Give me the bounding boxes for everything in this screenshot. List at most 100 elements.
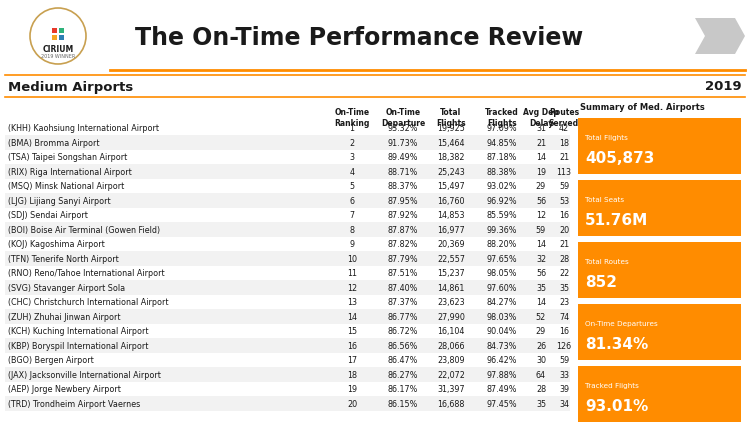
FancyBboxPatch shape — [5, 353, 570, 367]
Text: 91.73%: 91.73% — [388, 139, 418, 148]
FancyBboxPatch shape — [5, 135, 570, 150]
Text: 19: 19 — [347, 385, 357, 394]
Text: 3: 3 — [350, 153, 355, 162]
Text: 20: 20 — [347, 400, 357, 409]
Text: 16: 16 — [559, 211, 569, 220]
Text: 87.95%: 87.95% — [388, 197, 418, 206]
Text: 84.27%: 84.27% — [487, 298, 518, 307]
Text: 28: 28 — [559, 255, 569, 264]
Text: Tracked Flights: Tracked Flights — [585, 383, 639, 389]
Text: (KCH) Kuching International Airport: (KCH) Kuching International Airport — [8, 327, 148, 336]
Text: 18: 18 — [347, 371, 357, 380]
Text: 87.37%: 87.37% — [388, 298, 418, 307]
FancyBboxPatch shape — [5, 338, 570, 353]
Text: 14,861: 14,861 — [437, 284, 465, 293]
Text: (ZUH) Zhuhai Jinwan Airport: (ZUH) Zhuhai Jinwan Airport — [8, 313, 121, 322]
FancyBboxPatch shape — [59, 35, 64, 40]
Text: 87.82%: 87.82% — [388, 240, 418, 249]
FancyBboxPatch shape — [5, 179, 570, 193]
Text: 19,925: 19,925 — [437, 124, 465, 133]
FancyBboxPatch shape — [578, 366, 741, 422]
Text: On-Time
Departure: On-Time Departure — [381, 108, 425, 128]
FancyBboxPatch shape — [5, 150, 570, 164]
Text: 87.49%: 87.49% — [487, 385, 518, 394]
Text: 97.45%: 97.45% — [487, 400, 518, 409]
Text: (KOJ) Kagoshima Airport: (KOJ) Kagoshima Airport — [8, 240, 105, 249]
Text: 21: 21 — [536, 139, 546, 148]
Text: 19: 19 — [536, 168, 546, 177]
Text: 97.65%: 97.65% — [487, 255, 518, 264]
Text: CIRIUM: CIRIUM — [42, 46, 74, 54]
Text: 33: 33 — [559, 371, 569, 380]
FancyBboxPatch shape — [578, 242, 741, 298]
FancyBboxPatch shape — [5, 237, 570, 251]
Text: (RNO) Reno/Tahoe International Airport: (RNO) Reno/Tahoe International Airport — [8, 269, 165, 278]
Text: 86.17%: 86.17% — [388, 385, 418, 394]
Text: 35: 35 — [536, 284, 546, 293]
Text: 87.79%: 87.79% — [388, 255, 418, 264]
Text: 29: 29 — [536, 182, 546, 191]
Text: 97.60%: 97.60% — [487, 284, 518, 293]
Text: 84.73%: 84.73% — [487, 342, 518, 351]
Text: 93.02%: 93.02% — [487, 182, 518, 191]
Text: 87.51%: 87.51% — [388, 269, 418, 278]
Text: (SVG) Stavanger Airport Sola: (SVG) Stavanger Airport Sola — [8, 284, 125, 293]
Text: 85.59%: 85.59% — [487, 211, 518, 220]
Text: 7: 7 — [350, 211, 355, 220]
Text: 4: 4 — [350, 168, 355, 177]
Text: (CHC) Christchurch International Airport: (CHC) Christchurch International Airport — [8, 298, 169, 307]
Text: 86.47%: 86.47% — [388, 356, 418, 365]
Text: 25,243: 25,243 — [437, 168, 465, 177]
Text: 15: 15 — [347, 327, 357, 336]
Text: 51.76M: 51.76M — [585, 213, 648, 228]
Text: (KHH) Kaohsiung International Airport: (KHH) Kaohsiung International Airport — [8, 124, 159, 133]
FancyBboxPatch shape — [5, 382, 570, 396]
Text: Avg Dep
Delay: Avg Dep Delay — [523, 108, 559, 128]
FancyBboxPatch shape — [52, 35, 57, 40]
Text: 86.72%: 86.72% — [388, 327, 418, 336]
Text: 28: 28 — [536, 385, 546, 394]
Text: 81.34%: 81.34% — [585, 337, 648, 352]
Text: 23,809: 23,809 — [437, 356, 465, 365]
Text: (TFN) Tenerife North Airport: (TFN) Tenerife North Airport — [8, 255, 118, 264]
Text: Tracked
Flights: Tracked Flights — [485, 108, 519, 128]
Text: 16,760: 16,760 — [437, 197, 465, 206]
FancyBboxPatch shape — [5, 324, 570, 338]
Text: 18: 18 — [559, 139, 569, 148]
Text: 89.49%: 89.49% — [388, 153, 418, 162]
Text: 88.71%: 88.71% — [388, 168, 418, 177]
Text: Medium Airports: Medium Airports — [8, 81, 134, 94]
FancyBboxPatch shape — [5, 208, 570, 222]
Text: 59: 59 — [536, 226, 546, 235]
Text: 26: 26 — [536, 342, 546, 351]
Text: 32: 32 — [536, 255, 546, 264]
Text: 28,066: 28,066 — [437, 342, 465, 351]
Text: 86.56%: 86.56% — [388, 342, 418, 351]
FancyBboxPatch shape — [52, 28, 57, 33]
Text: 86.77%: 86.77% — [388, 313, 418, 322]
Text: Total
Flights: Total Flights — [436, 108, 466, 128]
Text: 2019 WINNER: 2019 WINNER — [40, 54, 75, 59]
Text: 39: 39 — [559, 385, 569, 394]
Text: 35: 35 — [536, 400, 546, 409]
Text: 42: 42 — [559, 124, 569, 133]
Text: 86.15%: 86.15% — [388, 400, 418, 409]
Text: 10: 10 — [347, 255, 357, 264]
Text: 87.18%: 87.18% — [487, 153, 518, 162]
Text: 87.87%: 87.87% — [388, 226, 418, 235]
Text: 15,497: 15,497 — [437, 182, 465, 191]
Text: 16: 16 — [347, 342, 357, 351]
Text: (MSQ) Minsk National Airport: (MSQ) Minsk National Airport — [8, 182, 124, 191]
Text: 14: 14 — [536, 298, 546, 307]
Text: (AEP) Jorge Newbery Airport: (AEP) Jorge Newbery Airport — [8, 385, 121, 394]
Polygon shape — [695, 18, 745, 54]
Text: (SDJ) Sendai Airport: (SDJ) Sendai Airport — [8, 211, 88, 220]
Text: 2019: 2019 — [705, 81, 742, 94]
Text: 12: 12 — [536, 211, 546, 220]
FancyBboxPatch shape — [5, 121, 570, 135]
Text: 16,688: 16,688 — [437, 400, 465, 409]
Text: 18,382: 18,382 — [437, 153, 465, 162]
Text: (KBP) Boryspil International Airport: (KBP) Boryspil International Airport — [8, 342, 148, 351]
Text: 97.09%: 97.09% — [487, 124, 518, 133]
Text: 56: 56 — [536, 269, 546, 278]
